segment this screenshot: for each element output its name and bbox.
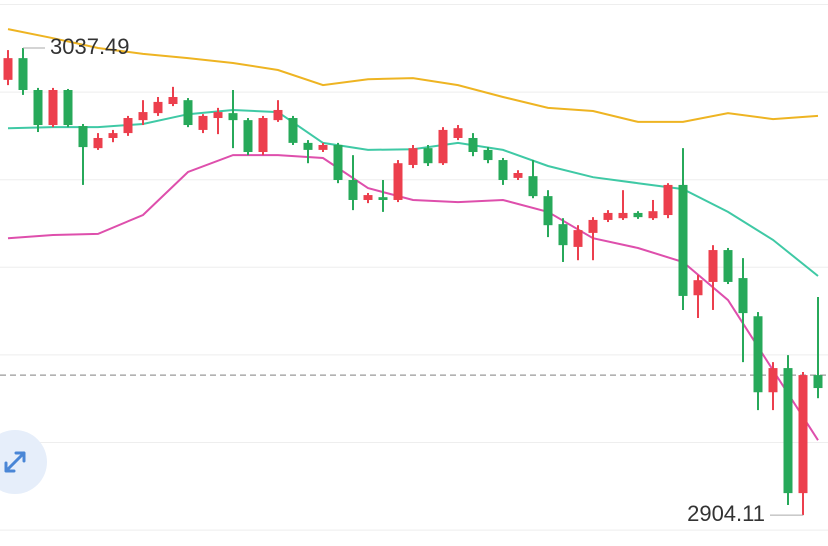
candle-body <box>348 180 358 200</box>
grid <box>0 4 828 531</box>
candle-body <box>318 144 328 150</box>
candle-body <box>393 163 403 200</box>
band-line <box>7 108 819 277</box>
candle-body <box>243 120 253 152</box>
candle-body <box>78 126 88 148</box>
candle-body <box>18 58 28 91</box>
candle-body <box>528 176 538 197</box>
candle-body <box>333 144 343 181</box>
candle-body <box>498 160 508 181</box>
candle-body <box>183 100 193 126</box>
candle-body <box>288 118 298 143</box>
candle-body <box>618 212 628 219</box>
marks <box>0 28 828 516</box>
candle-body <box>198 115 208 130</box>
candle-body <box>3 58 13 80</box>
candle-body <box>123 118 133 134</box>
candle-body <box>798 375 808 494</box>
candle-body <box>678 184 688 296</box>
candle-body <box>258 118 268 152</box>
candle-body <box>363 195 373 200</box>
candle-body <box>408 148 418 165</box>
band-line <box>7 28 819 123</box>
candle-body <box>33 90 43 126</box>
candle-body <box>588 219 598 233</box>
candle-body <box>813 375 823 389</box>
expand-icon <box>4 451 26 473</box>
candle-body <box>168 97 178 105</box>
candle-body <box>453 128 463 138</box>
candle-body <box>603 212 613 220</box>
expand-button[interactable] <box>0 430 47 494</box>
candle-body <box>48 90 58 126</box>
candle-body <box>558 224 568 246</box>
candle-body <box>573 230 583 247</box>
candle-body <box>273 109 283 121</box>
candle-body <box>228 113 238 121</box>
candle-body <box>708 250 718 282</box>
candle-body <box>663 184 673 216</box>
candle-body <box>423 148 433 164</box>
candle-body <box>783 368 793 494</box>
candle-body <box>633 212 643 218</box>
candle-body <box>138 112 148 121</box>
candle-body <box>693 280 703 296</box>
candle-body <box>213 112 223 119</box>
candle-body <box>753 316 763 393</box>
candle-body <box>93 137 103 149</box>
candle-body <box>378 197 388 200</box>
candle-body <box>738 278 748 314</box>
candle-body <box>108 133 118 138</box>
band-line <box>7 154 819 441</box>
candle-body <box>153 101 163 114</box>
candle-body <box>303 142 313 150</box>
low-label: 2904.11 <box>687 501 765 526</box>
candle-body <box>483 149 493 161</box>
candle-body <box>543 196 553 226</box>
candle-body <box>723 250 733 282</box>
candle-body <box>438 129 448 164</box>
candle-body <box>468 137 478 152</box>
candle-body <box>63 90 73 126</box>
candle-body <box>513 173 523 178</box>
candle-body <box>648 211 658 219</box>
candle-body <box>768 368 778 393</box>
high-label: 3037.49 <box>50 34 130 59</box>
